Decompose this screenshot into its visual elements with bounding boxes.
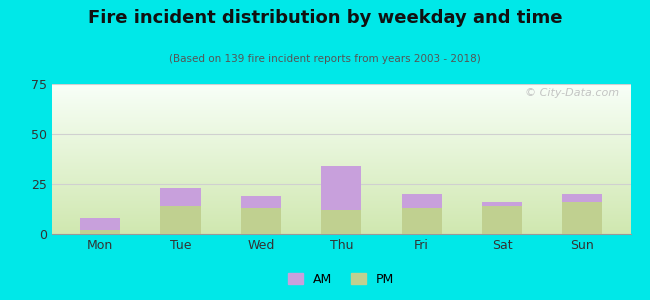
Bar xyxy=(161,188,201,206)
Bar xyxy=(402,208,442,234)
Bar xyxy=(80,218,120,230)
Text: © City-Data.com: © City-Data.com xyxy=(525,88,619,98)
Bar xyxy=(482,202,522,206)
Bar xyxy=(240,196,281,208)
Bar xyxy=(321,166,361,210)
Bar xyxy=(240,208,281,234)
Text: Fire incident distribution by weekday and time: Fire incident distribution by weekday an… xyxy=(88,9,562,27)
Bar xyxy=(562,194,603,202)
Bar xyxy=(402,194,442,208)
Bar xyxy=(161,206,201,234)
Bar xyxy=(482,206,522,234)
Text: (Based on 139 fire incident reports from years 2003 - 2018): (Based on 139 fire incident reports from… xyxy=(169,54,481,64)
Bar xyxy=(562,202,603,234)
Legend: AM, PM: AM, PM xyxy=(283,268,399,291)
Bar xyxy=(80,230,120,234)
Bar xyxy=(321,210,361,234)
